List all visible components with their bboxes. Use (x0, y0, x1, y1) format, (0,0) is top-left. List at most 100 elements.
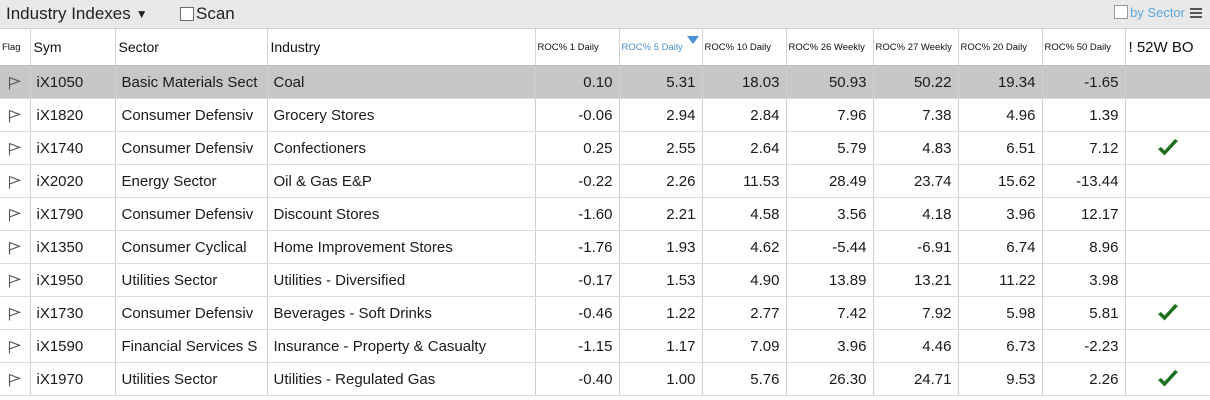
by-sector-checkbox[interactable] (1114, 5, 1129, 19)
cell-roc5d: 2.94 (619, 98, 703, 132)
cell-roc5d: 1.00 (619, 362, 703, 396)
table-row[interactable]: iX1590 Financial Services S Insurance - Pr… (0, 329, 1210, 363)
cell-roc20d: 19.34 (958, 65, 1043, 99)
table-row[interactable]: iX1820 Consumer Defensiv Grocery Stores -0.… (0, 98, 1210, 132)
indexes-title: Industry Indexes (6, 4, 131, 23)
cell-sym: iX1050 (30, 65, 116, 99)
col-header-roc5d[interactable]: ROC% 5 Daily (619, 29, 703, 66)
cell-sector: Utilities Sector (115, 263, 268, 297)
flag-cell[interactable] (0, 98, 31, 132)
col-header-roc27w[interactable]: ROC% 27 Weekly (873, 29, 959, 66)
flag-outline-icon[interactable] (8, 74, 22, 91)
flag-cell[interactable] (0, 65, 31, 99)
col-header-industry[interactable]: Industry (267, 29, 536, 66)
scan-toggle[interactable]: Scan (180, 4, 235, 24)
flag-cell[interactable] (0, 329, 31, 363)
cell-roc26w: 50.93 (786, 65, 874, 99)
by-sector-toggle[interactable]: by Sector (1114, 5, 1202, 20)
flag-outline-icon[interactable] (8, 338, 22, 355)
col-header-sector[interactable]: Sector (115, 29, 268, 66)
col-header-sym[interactable]: Sym (30, 29, 116, 66)
cell-industry: Utilities - Diversified (267, 263, 536, 297)
flag-cell[interactable] (0, 197, 31, 231)
cell-sector: Financial Services S (115, 329, 268, 363)
cell-52w-bo (1125, 263, 1210, 297)
col-header-roc26w[interactable]: ROC% 26 Weekly (786, 29, 874, 66)
cell-roc50d: 8.96 (1042, 230, 1126, 264)
cell-roc26w: 3.96 (786, 329, 874, 363)
col-header-52w-bo[interactable]: ! 52W BO (1125, 29, 1210, 66)
flag-outline-icon[interactable] (8, 272, 22, 289)
flag-cell[interactable] (0, 362, 31, 396)
toolbar: Industry Indexes ▼ Scan by Sector (0, 0, 1210, 29)
table-row[interactable]: iX1970 Utilities Sector Utilities - Regula… (0, 362, 1210, 396)
cell-sym: iX1730 (30, 296, 116, 330)
flag-cell[interactable] (0, 230, 31, 264)
cell-industry: Beverages - Soft Drinks (267, 296, 536, 330)
flag-outline-icon[interactable] (8, 206, 22, 223)
cell-roc5d: 2.55 (619, 131, 703, 165)
cell-sym: iX1740 (30, 131, 116, 165)
cell-roc50d: 7.12 (1042, 131, 1126, 165)
cell-sym: iX1590 (30, 329, 116, 363)
col-header-roc20d[interactable]: ROC% 20 Daily (958, 29, 1043, 66)
flag-outline-icon[interactable] (8, 371, 22, 388)
flag-cell[interactable] (0, 164, 31, 198)
cell-roc50d: 5.81 (1042, 296, 1126, 330)
col-header-roc10d[interactable]: ROC% 10 Daily (702, 29, 787, 66)
cell-roc1d: -0.17 (535, 263, 620, 297)
cell-sym: iX1970 (30, 362, 116, 396)
cell-roc1d: -1.60 (535, 197, 620, 231)
cell-roc50d: -13.44 (1042, 164, 1126, 198)
hamburger-menu-icon[interactable] (1190, 8, 1202, 18)
col-header-roc5d-label: ROC% 5 Daily (621, 41, 683, 53)
flag-cell[interactable] (0, 131, 31, 165)
table-row[interactable]: iX1790 Consumer Defensiv Discount Stores -1… (0, 197, 1210, 231)
indexes-dropdown[interactable]: Industry Indexes ▼ (6, 4, 148, 24)
cell-roc50d: 2.26 (1042, 362, 1126, 396)
flag-outline-icon[interactable] (8, 107, 22, 124)
col-header-roc50d[interactable]: ROC% 50 Daily (1042, 29, 1126, 66)
table-row[interactable]: iX2020 Energy Sector Oil & Gas E&P -0.22 2.2… (0, 164, 1210, 198)
table-row[interactable]: iX1350 Consumer Cyclical Home Improvement … (0, 230, 1210, 264)
cell-52w-bo (1125, 329, 1210, 363)
cell-industry: Discount Stores (267, 197, 536, 231)
flag-outline-icon[interactable] (8, 305, 22, 322)
table-row[interactable]: iX1050 Basic Materials Sect Coal 0.10 5.31 18… (0, 65, 1210, 99)
cell-52w-bo (1125, 131, 1210, 165)
flag-cell[interactable] (0, 296, 31, 330)
cell-roc50d: -1.65 (1042, 65, 1126, 99)
cell-roc1d: -1.76 (535, 230, 620, 264)
table-row[interactable]: iX1740 Consumer Defensiv Confectioners 0.25… (0, 131, 1210, 165)
cell-sym: iX1790 (30, 197, 116, 231)
cell-industry: Grocery Stores (267, 98, 536, 132)
table-row[interactable]: iX1730 Consumer Defensiv Beverages - Soft … (0, 296, 1210, 330)
table-row[interactable]: iX1950 Utilities Sector Utilities - Divers… (0, 263, 1210, 297)
flag-outline-icon[interactable] (8, 173, 22, 190)
col-header-flag[interactable]: Flag (0, 29, 31, 66)
flag-outline-icon[interactable] (8, 239, 22, 256)
flag-outline-icon[interactable] (8, 140, 22, 157)
cell-roc27w: 13.21 (873, 263, 959, 297)
col-header-roc1d[interactable]: ROC% 1 Daily (535, 29, 620, 66)
cell-52w-bo (1125, 164, 1210, 198)
cell-sector: Basic Materials Sect (115, 65, 268, 99)
scan-checkbox[interactable] (180, 7, 194, 21)
cell-roc10d: 2.84 (702, 98, 787, 132)
cell-roc5d: 5.31 (619, 65, 703, 99)
cell-roc1d: 0.10 (535, 65, 620, 99)
cell-sector: Energy Sector (115, 164, 268, 198)
cell-industry: Insurance - Property & Casualty (267, 329, 536, 363)
dropdown-caret-icon: ▼ (135, 7, 148, 21)
cell-roc20d: 5.98 (958, 296, 1043, 330)
cell-roc5d: 1.93 (619, 230, 703, 264)
flag-cell[interactable] (0, 263, 31, 297)
cell-sym: iX1820 (30, 98, 116, 132)
table-body: iX1050 Basic Materials Sect Coal 0.10 5.31 18… (0, 65, 1210, 396)
cell-roc27w: 24.71 (873, 362, 959, 396)
cell-roc10d: 11.53 (702, 164, 787, 198)
cell-roc50d: 12.17 (1042, 197, 1126, 231)
cell-roc5d: 2.26 (619, 164, 703, 198)
cell-roc10d: 2.64 (702, 131, 787, 165)
cell-roc1d: -1.15 (535, 329, 620, 363)
